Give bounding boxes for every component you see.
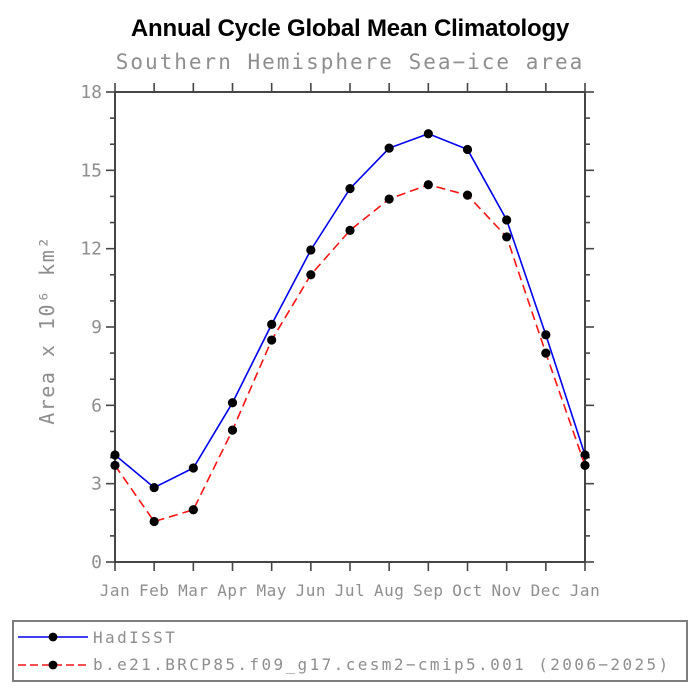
plot-frame (114, 91, 586, 563)
data-point (423, 129, 433, 139)
data-point (110, 460, 120, 470)
data-point (227, 425, 238, 435)
month-label: Jun (296, 581, 326, 600)
month-label: Jan (570, 581, 600, 600)
month-label: Sep (413, 581, 443, 600)
legend-item-model: b.e21.BRCP85.f09_g17.cesm2−cmip5.001 (20… (16, 653, 686, 677)
legend-sample-marker (48, 632, 58, 642)
month-label: Dec (531, 581, 561, 600)
data-point (462, 144, 473, 155)
series-model (110, 180, 590, 527)
data-point (188, 463, 198, 473)
x-tick-labels: Jan Feb Mar Apr May Jun Jul Aug Sep Oct Nov Dec Jan (100, 581, 600, 600)
data-point (580, 460, 590, 470)
legend-line-sample-dashed (18, 660, 88, 670)
data-point (462, 190, 473, 200)
data-point (423, 180, 433, 190)
legend-label-model: b.e21.BRCP85.f09_g17.cesm2−cmip5.001 (20… (93, 655, 671, 675)
series-hadisst (110, 129, 590, 493)
data-point (306, 245, 316, 255)
chart-subtitle: Southern Hemisphere Sea−ice area (115, 50, 585, 74)
legend-label-hadisst: HadISST (93, 627, 178, 647)
data-point (345, 184, 355, 194)
y-ticks (106, 91, 594, 563)
data-point (541, 348, 551, 358)
data-point (541, 330, 551, 340)
data-point (384, 143, 394, 153)
data-point (267, 319, 277, 329)
data-point (188, 505, 198, 515)
legend: HadISST b.e21.BRCP85.f09_g17.cesm2−cmip5… (12, 620, 688, 682)
data-point (227, 398, 238, 408)
y-axis-title: Area x 10⁶ km² (35, 235, 59, 425)
y-tick-label: 6 (91, 395, 102, 416)
y-tick-label: 3 (91, 474, 102, 495)
data-point (306, 270, 316, 280)
month-label: Mar (178, 581, 208, 600)
month-label: Jul (335, 581, 365, 600)
y-tick-labels: 0 3 6 9 12 15 18 (80, 82, 102, 573)
y-tick-label: 12 (80, 239, 102, 260)
month-label: Oct (452, 581, 482, 600)
legend-line-sample-solid (18, 632, 88, 642)
data-point (345, 225, 355, 235)
data-point (267, 335, 277, 345)
data-point (502, 215, 512, 225)
month-label: Feb (139, 581, 169, 600)
month-label: Nov (491, 581, 521, 600)
series-line (114, 183, 586, 523)
legend-item-hadisst: HadISST (16, 625, 686, 649)
data-point (502, 232, 512, 242)
y-tick-label: 9 (91, 317, 102, 338)
page-title: Annual Cycle Global Mean Climatology (130, 15, 570, 42)
data-point (110, 450, 120, 460)
month-label: Aug (374, 581, 404, 600)
month-label: May (256, 581, 286, 600)
month-label: Jan (100, 581, 130, 600)
data-point (149, 482, 159, 493)
data-point (149, 516, 159, 527)
y-tick-label: 15 (80, 160, 102, 181)
y-tick-label: 18 (80, 82, 102, 103)
month-label: Apr (217, 581, 247, 600)
legend-sample-marker (48, 660, 58, 670)
x-ticks (114, 83, 586, 571)
y-tick-label: 0 (91, 552, 102, 573)
data-point (384, 194, 394, 204)
